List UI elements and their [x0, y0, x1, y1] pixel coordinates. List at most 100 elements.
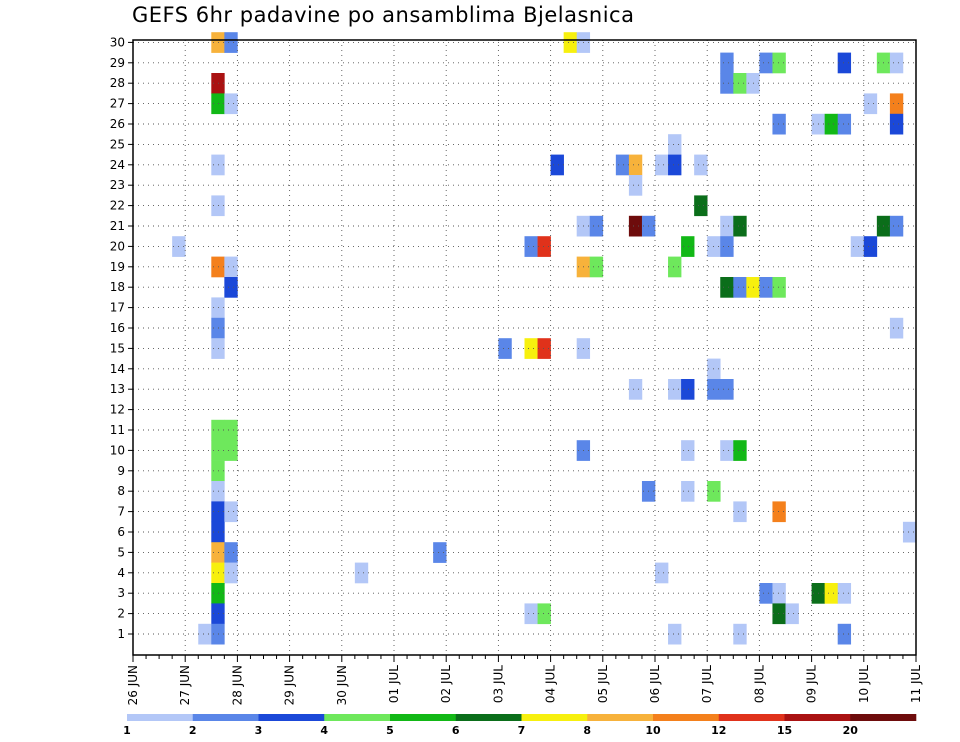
- heatmap-cell: [211, 73, 225, 94]
- heatmap-cell: [211, 583, 225, 604]
- heatmap-cell: [837, 113, 852, 135]
- heatmap-cell: [837, 583, 852, 604]
- colorbar-label: 2: [189, 724, 197, 737]
- heatmap-cell: [720, 52, 734, 74]
- heatmap-cell: [211, 297, 225, 319]
- heatmap-cell: [772, 113, 786, 135]
- colorbar-swatch: [192, 714, 259, 721]
- heatmap-cell: [863, 93, 878, 115]
- y-tick-label: 30: [110, 35, 125, 49]
- colorbar-label: 5: [386, 724, 394, 737]
- heatmap-cell: [759, 277, 773, 298]
- colorbar-label: 4: [320, 724, 328, 737]
- y-tick-label: 1: [117, 627, 125, 641]
- x-tick-label: 03 JUL: [491, 665, 505, 703]
- y-tick-label: 2: [117, 607, 125, 621]
- heatmap-cell: [772, 603, 786, 625]
- heatmap-cell: [211, 419, 225, 441]
- heatmap-cell: [211, 32, 225, 53]
- y-tick-label: 7: [117, 505, 125, 519]
- heatmap-cell: [563, 32, 577, 53]
- colorbar-label: 7: [518, 724, 526, 737]
- heatmap-cell: [628, 154, 643, 176]
- heatmap-cell: [863, 236, 878, 257]
- heatmap-cell: [759, 583, 773, 604]
- heatmap-cell: [589, 215, 604, 237]
- heatmap-cell: [498, 338, 512, 359]
- y-tick-label: 5: [117, 545, 125, 559]
- heatmap-cell: [224, 542, 238, 563]
- x-tick-label: 10 JUL: [857, 665, 871, 703]
- colorbar-label: 6: [452, 724, 460, 737]
- y-tick-label: 23: [110, 178, 125, 192]
- colorbar-swatch: [850, 714, 917, 721]
- heatmap-cell: [224, 256, 238, 278]
- heatmap-cell: [668, 379, 682, 400]
- heatmap-cell: [211, 603, 225, 625]
- heatmap-cell: [837, 623, 852, 645]
- heatmap-cell: [211, 623, 225, 645]
- y-tick-label: 11: [110, 423, 125, 437]
- colorbar-swatch: [258, 714, 325, 721]
- heatmap-cell: [772, 583, 786, 604]
- y-tick-label: 6: [117, 525, 125, 539]
- heatmap-cell: [889, 52, 904, 74]
- heatmap-cell: [211, 501, 225, 523]
- colorbar-label: 3: [255, 724, 263, 737]
- heatmap-cell: [211, 460, 225, 482]
- heatmap-cell: [837, 52, 852, 74]
- y-tick-label: 3: [117, 586, 125, 600]
- x-tick-label: 11 JUL: [909, 665, 923, 703]
- heatmap-cell: [681, 379, 695, 400]
- colorbar-swatch: [521, 714, 588, 721]
- heatmap-cell: [524, 338, 538, 359]
- colorbar-swatch: [455, 714, 522, 721]
- x-tick-label: 01 JUL: [387, 665, 401, 703]
- heatmap-cell: [211, 542, 225, 563]
- colorbar-swatch: [390, 714, 457, 721]
- y-tick-label: 25: [110, 137, 125, 151]
- heatmap-cell: [668, 134, 682, 155]
- y-tick-label: 28: [110, 76, 125, 90]
- heatmap-cell: [668, 623, 682, 645]
- y-tick-label: 12: [110, 403, 125, 417]
- heatmap-cell: [772, 501, 786, 523]
- heatmap-cell: [655, 562, 669, 584]
- heatmap-cell: [681, 440, 695, 461]
- y-tick-label: 26: [110, 117, 125, 131]
- y-tick-label: 15: [110, 341, 125, 355]
- colorbar-swatch: [653, 714, 720, 721]
- heatmap-cell: [211, 338, 225, 359]
- heatmap-cell: [902, 521, 917, 543]
- heatmap-cell: [733, 277, 747, 298]
- x-tick-label: 05 JUL: [596, 665, 610, 703]
- heatmap-cell: [889, 215, 904, 237]
- heatmap-cell: [628, 175, 643, 196]
- y-tick-label: 22: [110, 199, 125, 213]
- heatmap-cell: [550, 154, 564, 176]
- heatmap-cell: [615, 154, 630, 176]
- heatmap-cell: [211, 93, 225, 115]
- heatmap-cell: [198, 623, 212, 645]
- colorbar-label: 15: [777, 724, 792, 737]
- y-tick-label: 10: [110, 443, 125, 457]
- colorbar-label: 10: [645, 724, 661, 737]
- heatmap-cell: [785, 603, 799, 625]
- colorbar-label: 8: [583, 724, 591, 737]
- x-axis: 26 JUN 27 JUN 28 JUN 29 JUN 30 JUN 01 JUL 02 J…: [126, 655, 923, 705]
- colorbar-label: 12: [711, 724, 726, 737]
- heatmap-cell: [589, 256, 604, 278]
- colorbar-swatch: [127, 714, 194, 721]
- heatmap-cell: [211, 562, 225, 584]
- heatmap-cell: [720, 379, 734, 400]
- heatmap-cell: [694, 195, 708, 217]
- x-tick-label: 30 JUN: [335, 665, 349, 705]
- heatmap-cell: [733, 215, 747, 237]
- x-tick-label: 07 JUL: [700, 665, 714, 703]
- x-tick-label: 08 JUL: [752, 665, 766, 703]
- heatmap-cell: [720, 215, 734, 237]
- heatmap-cell: [824, 113, 838, 135]
- heatmap-cell: [524, 603, 538, 625]
- heatmap-cell: [720, 440, 734, 461]
- y-tick-label: 8: [117, 484, 125, 498]
